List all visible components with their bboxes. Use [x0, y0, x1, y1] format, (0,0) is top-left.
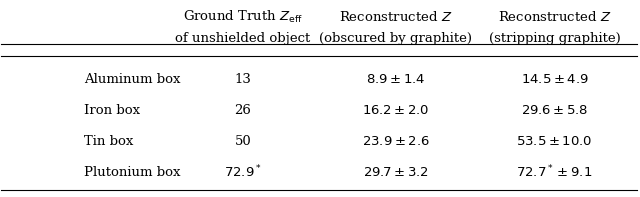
Text: $72.7^* \pm 9.1$: $72.7^* \pm 9.1$ [516, 164, 593, 181]
Text: $8.9 \pm 1.4$: $8.9 \pm 1.4$ [366, 72, 426, 85]
Text: Ground Truth $Z_{\mathrm{eff}}$: Ground Truth $Z_{\mathrm{eff}}$ [183, 9, 303, 25]
Text: $72.9^*$: $72.9^*$ [224, 164, 262, 181]
Text: Aluminum box: Aluminum box [84, 72, 180, 85]
Text: of unshielded object: of unshielded object [175, 32, 310, 45]
Text: $16.2 \pm 2.0$: $16.2 \pm 2.0$ [362, 104, 429, 117]
Text: $14.5 \pm 4.9$: $14.5 \pm 4.9$ [520, 72, 589, 85]
Text: Tin box: Tin box [84, 135, 133, 148]
Text: $29.7 \pm 3.2$: $29.7 \pm 3.2$ [363, 166, 428, 179]
Text: 50: 50 [235, 135, 252, 148]
Text: (stripping graphite): (stripping graphite) [489, 32, 620, 45]
Text: $29.6 \pm 5.8$: $29.6 \pm 5.8$ [521, 104, 588, 117]
Text: Iron box: Iron box [84, 104, 140, 117]
Text: Reconstructed $Z$: Reconstructed $Z$ [498, 10, 611, 24]
Text: (obscured by graphite): (obscured by graphite) [319, 32, 472, 45]
Text: 13: 13 [235, 72, 252, 85]
Text: Plutonium box: Plutonium box [84, 166, 180, 179]
Text: $23.9 \pm 2.6$: $23.9 \pm 2.6$ [362, 135, 429, 148]
Text: $53.5 \pm 10.0$: $53.5 \pm 10.0$ [516, 135, 593, 148]
Text: 26: 26 [235, 104, 252, 117]
Text: Reconstructed $Z$: Reconstructed $Z$ [339, 10, 452, 24]
